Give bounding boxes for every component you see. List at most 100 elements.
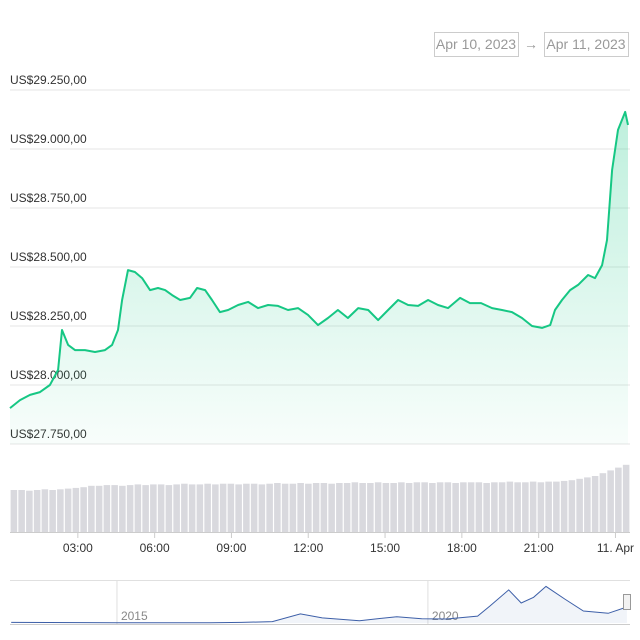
volume-bar [584,477,591,532]
volume-bar [150,484,157,532]
volume-bar [491,482,498,532]
volume-bar [506,481,514,532]
volume-bar [312,483,320,532]
volume-bar [72,487,80,532]
volume-bar [460,482,467,532]
x-tick-label: 21:00 [524,541,554,555]
date-from-box[interactable] [434,32,519,57]
volume-bar [165,485,173,532]
volume-bar [142,485,149,532]
x-tick-label: 15:00 [370,541,400,555]
volume-bar [95,485,103,532]
volume-bar [33,490,41,532]
volume-bar [134,484,142,532]
y-tick-label: US$29.250,00 [10,73,87,87]
volume-bar [467,482,475,532]
volume-bar [336,483,343,532]
x-tick-label: 18:00 [447,541,477,555]
volume-bar [615,467,622,532]
volume-bar [359,483,366,532]
volume-bar [41,489,49,532]
volume-bar [568,480,576,532]
volume-bar [475,482,483,532]
volume-bar [235,484,242,532]
volume-bar [599,473,607,532]
volume-bar [103,485,111,532]
volume-bar [591,476,599,532]
volume-bar [421,482,428,532]
volume-bar [227,483,235,532]
y-tick-label: US$28.250,00 [10,309,87,323]
price-area [10,111,628,445]
volume-bar [560,480,568,532]
date-to-box[interactable] [544,32,629,57]
volume-bar [382,483,390,532]
volume-bar [204,483,211,532]
volume-bar [289,483,297,532]
x-tick-label: 06:00 [140,541,170,555]
price-line [9,110,629,409]
volume-bar [64,488,72,532]
volume-bar [281,483,289,532]
volume-bar [390,483,397,532]
volume-bar [607,470,614,532]
volume-bar [545,481,552,532]
volume-bar [483,483,490,532]
volume-bar [429,483,436,532]
volume-bar [196,484,204,532]
navigator-handle[interactable] [623,594,631,610]
volume-bar [26,490,33,532]
navigator-line [11,585,628,624]
volume-bar [436,482,444,532]
date-from-text: Apr 10, 2023 [436,36,516,52]
y-tick-label: US$28.500,00 [10,250,87,264]
volume-bar [173,484,180,532]
volume-bar [10,490,18,532]
x-tick-label: 12:00 [293,541,323,555]
navigator-area [11,586,627,623]
volume-bar [18,490,25,532]
volume-bar [320,483,328,532]
volume-bar [49,490,56,532]
volume-bar [250,483,258,532]
volume-bar [88,485,95,532]
volume-bar [351,482,359,532]
volume-bar [514,482,521,532]
volume-bar [553,481,560,532]
volume-bar [328,483,335,532]
volume-bar [57,489,64,532]
volume-bar [413,482,421,532]
navigator-tick-label: 2020 [432,609,459,623]
volume-bar [243,483,250,532]
volume-bar [188,484,196,532]
volume-bar [398,482,405,532]
volume-bar [297,483,304,532]
volume-bar [181,483,188,532]
date-to-text: Apr 11, 2023 [546,36,625,52]
volume-bar [212,484,219,532]
y-tick-label: US$28.750,00 [10,191,87,205]
volume-bar [274,483,281,532]
volume-bar [219,483,227,532]
volume-bar [111,485,118,532]
volume-bar [452,483,459,532]
x-tick-label: 03:00 [63,541,93,555]
volume-bar [266,483,273,532]
volume-bar [119,485,126,532]
date-to[interactable]: Apr 11, 2023 [544,32,629,57]
volume-bar [522,482,529,532]
x-tick-label: 09:00 [216,541,246,555]
volume-bar [374,482,382,532]
volume-bar [529,481,537,532]
volume-bar [622,464,630,532]
volume-bar [537,482,545,532]
volume-bar [305,483,312,532]
volume-bar [80,487,87,532]
volume-bar [343,483,351,532]
volume-bar [258,484,266,532]
volume-bar [367,483,374,532]
volume-bar [576,478,583,532]
date-from[interactable]: Apr 10, 2023 [434,32,519,57]
volume-bar [498,482,506,532]
